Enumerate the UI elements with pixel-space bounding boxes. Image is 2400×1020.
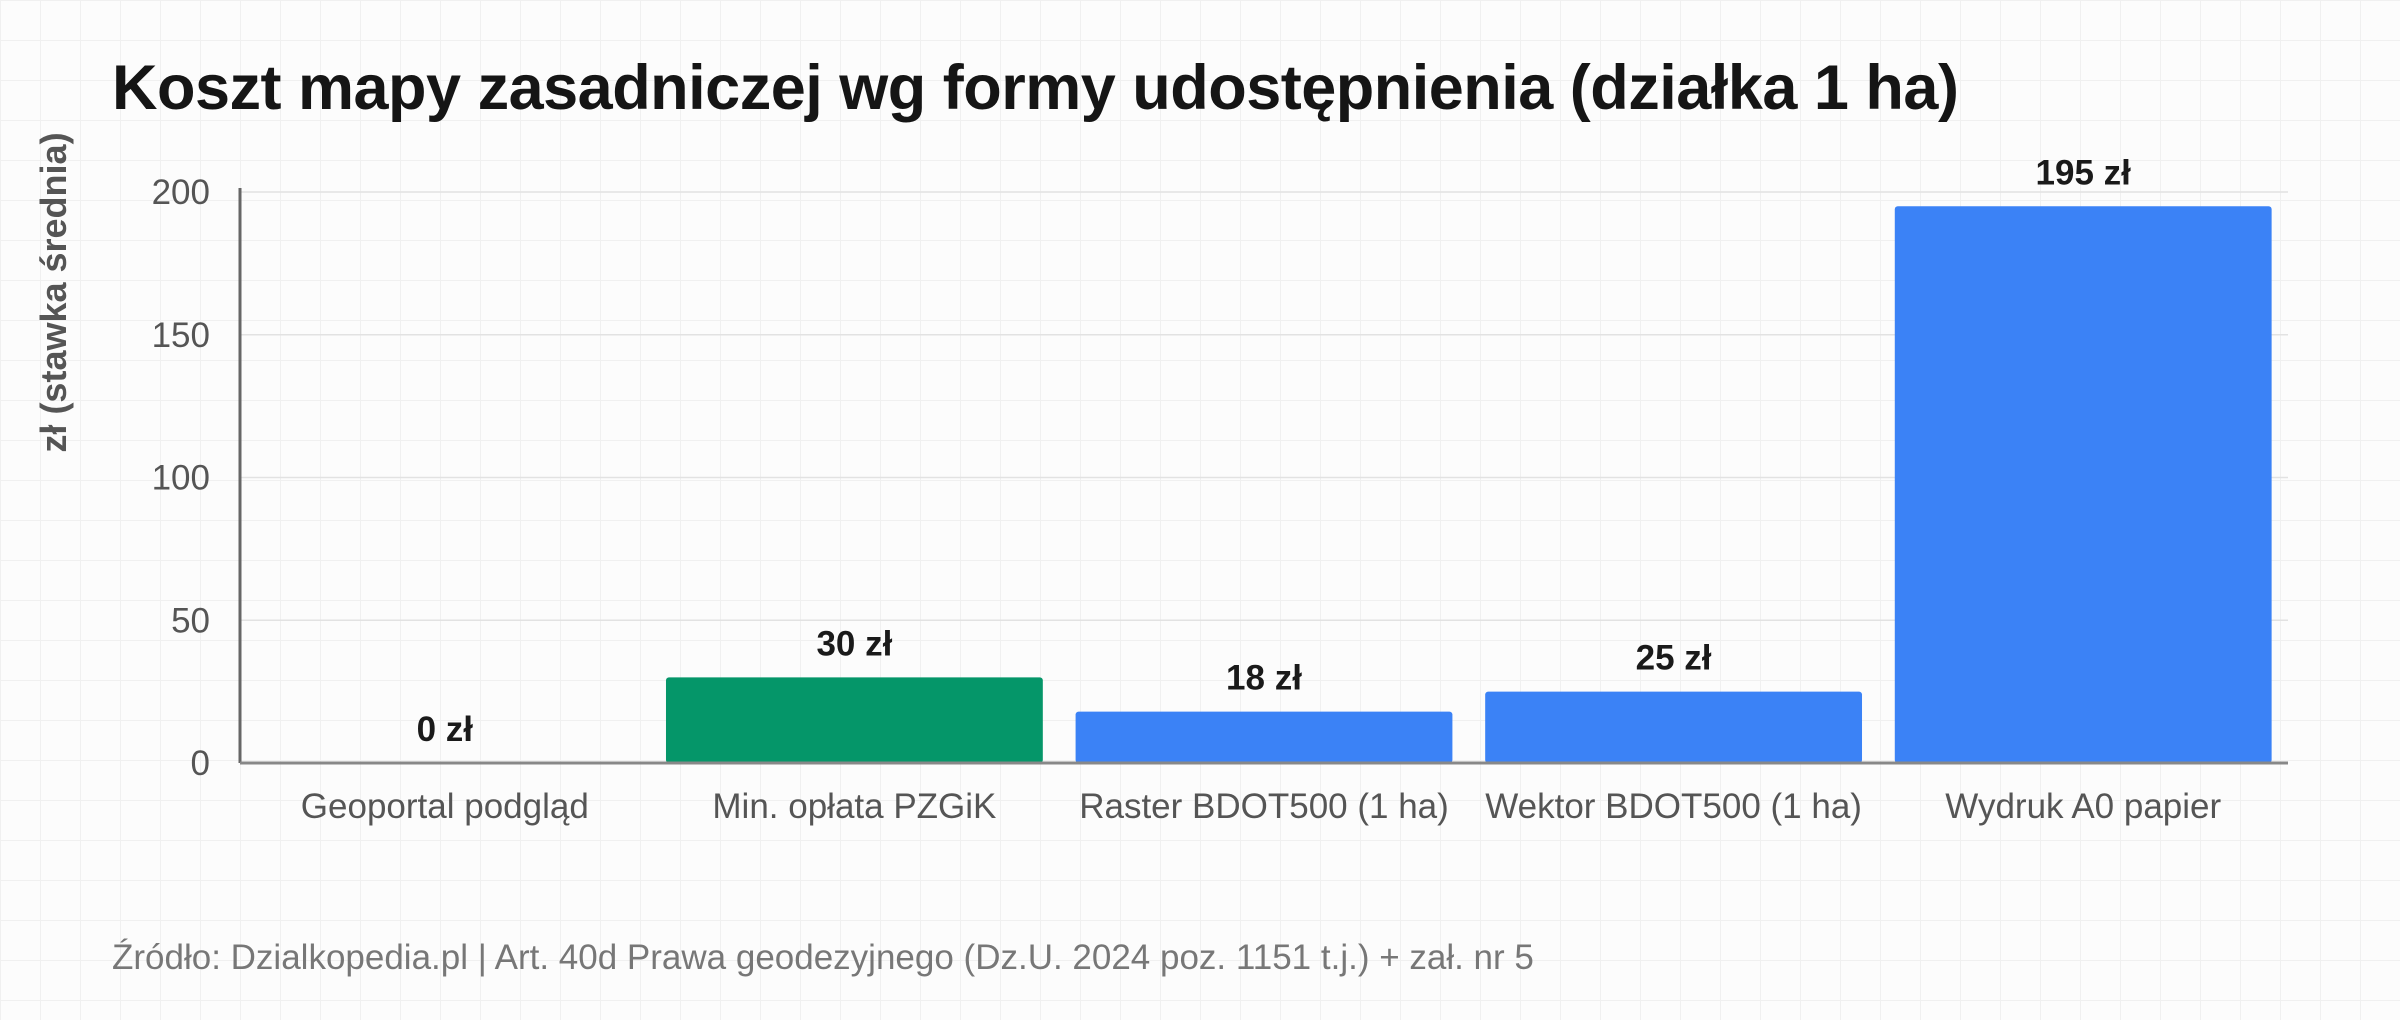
bar [665,677,1043,763]
chart-title: Koszt mapy zasadniczej wg formy udostępn… [112,53,1959,123]
bars [665,206,2272,763]
y-tick-label: 50 [171,601,210,640]
bar [1485,691,1863,763]
data-label: 195 zł [2036,153,2132,192]
y-tick-labels: 0 50 100 150 200 [152,173,210,783]
axes [238,188,2288,765]
y-tick-label: 200 [152,173,210,212]
data-label: 25 zł [1636,639,1712,678]
y-tick-label: 100 [152,459,210,498]
source-note: Źródło: Dzialkopedia.pl | Art. 40d Prawa… [112,938,1534,977]
data-labels: 0 zł 30 zł 18 zł 25 zł 195 zł [417,153,2132,749]
category-label: Wydruk A0 papier [1945,787,2221,826]
category-label: Geoportal podgląd [301,787,589,826]
data-label: 0 zł [417,710,474,749]
category-label: Raster BDOT500 (1 ha) [1079,787,1449,826]
y-axis-title: zł (stawka średnia) [33,132,74,452]
category-label: Wektor BDOT500 (1 ha) [1485,787,1862,826]
bar [1075,711,1453,763]
y-tick-label: 150 [152,316,210,355]
y-tick-label: 0 [191,744,210,783]
category-label: Min. opłata PZGiK [712,787,996,826]
bar [1894,206,2272,763]
data-label: 30 zł [816,624,892,663]
x-category-labels: Geoportal podgląd Min. opłata PZGiK Raster… [301,787,2222,826]
data-label: 18 zł [1226,659,1302,698]
